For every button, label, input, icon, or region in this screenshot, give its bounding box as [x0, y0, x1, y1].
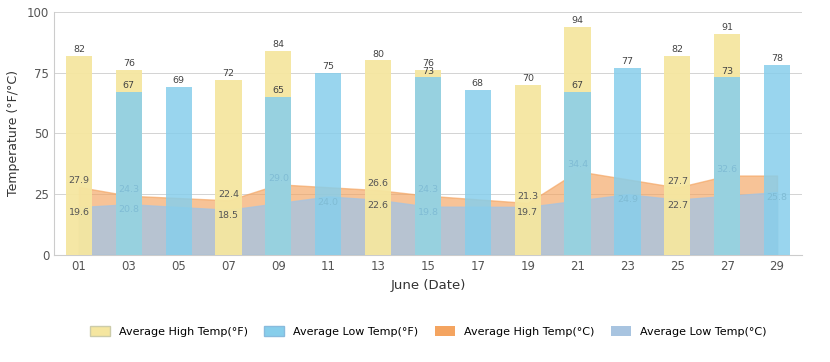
Bar [266, 51, 291, 255]
Bar [266, 97, 291, 255]
Bar [115, 70, 142, 255]
Bar [515, 85, 541, 255]
Text: 70: 70 [522, 74, 534, 83]
Text: 19.8: 19.8 [417, 208, 438, 217]
Text: 65: 65 [272, 86, 285, 95]
Text: 22.4: 22.4 [218, 190, 239, 199]
Text: 27.7: 27.7 [666, 177, 688, 186]
Text: 94: 94 [572, 16, 583, 25]
Bar [614, 68, 641, 255]
Bar [465, 90, 491, 255]
Text: 73: 73 [721, 67, 733, 76]
Bar [315, 73, 341, 255]
Text: 24.3: 24.3 [417, 185, 438, 194]
Text: 19.6: 19.6 [68, 208, 90, 217]
Text: 91: 91 [721, 23, 733, 32]
Text: 32.6: 32.6 [716, 165, 738, 174]
Bar [714, 77, 740, 255]
Text: 20.8: 20.8 [119, 205, 139, 214]
Text: 82: 82 [73, 45, 85, 54]
Text: 19.7: 19.7 [517, 208, 538, 217]
Bar [165, 87, 192, 255]
Bar [216, 80, 242, 255]
Legend: Average High Temp(°F), Average Low Temp(°F), Average High Temp(°C), Average Low : Average High Temp(°F), Average Low Temp(… [85, 322, 771, 341]
Bar [66, 56, 92, 255]
Text: 29.0: 29.0 [268, 174, 289, 182]
Text: 27.9: 27.9 [68, 176, 90, 185]
X-axis label: June (Date): June (Date) [390, 279, 466, 292]
Bar [564, 26, 591, 255]
Text: 34.4: 34.4 [567, 160, 588, 169]
Text: 77: 77 [622, 57, 633, 66]
Bar [714, 34, 740, 255]
Text: 22.7: 22.7 [666, 201, 688, 210]
Text: 25.8: 25.8 [767, 193, 788, 202]
Bar [764, 66, 790, 255]
Text: 80: 80 [372, 50, 384, 59]
Y-axis label: Temperature (°F/°C): Temperature (°F/°C) [7, 70, 20, 196]
Text: 67: 67 [123, 81, 134, 90]
Bar [564, 92, 591, 255]
Text: 76: 76 [123, 59, 134, 68]
Text: 18.5: 18.5 [218, 211, 239, 220]
Text: 26.6: 26.6 [368, 180, 388, 188]
Text: 75: 75 [322, 62, 334, 71]
Text: 24.9: 24.9 [617, 195, 638, 205]
Text: 21.3: 21.3 [517, 192, 539, 201]
Text: 67: 67 [572, 81, 583, 90]
Text: 22.6: 22.6 [368, 201, 388, 210]
Text: 72: 72 [222, 69, 235, 78]
Text: 84: 84 [272, 40, 285, 49]
Bar [415, 70, 441, 255]
Bar [115, 92, 142, 255]
Bar [365, 60, 391, 255]
Bar [415, 77, 441, 255]
Text: 76: 76 [422, 59, 434, 68]
Text: 24.3: 24.3 [118, 185, 139, 194]
Text: 68: 68 [471, 79, 484, 88]
Text: 24.0: 24.0 [318, 198, 339, 207]
Text: 69: 69 [173, 76, 184, 85]
Text: 82: 82 [671, 45, 683, 54]
Bar [664, 56, 691, 255]
Text: 78: 78 [771, 54, 783, 63]
Text: 73: 73 [422, 67, 434, 76]
